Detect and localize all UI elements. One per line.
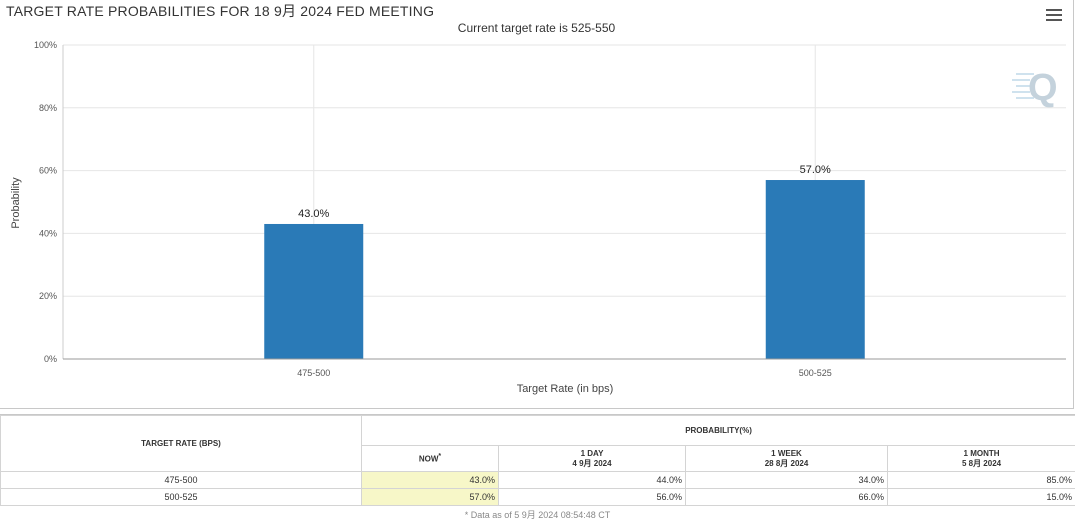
row-1-week-value: 34.0% bbox=[686, 472, 888, 489]
y-tick-label: 0% bbox=[44, 354, 57, 364]
header-now-mark: * bbox=[438, 453, 441, 460]
header-1-week-label: 1 WEEK bbox=[771, 449, 802, 458]
y-tick-label: 80% bbox=[39, 103, 57, 113]
row-1-day-value: 56.0% bbox=[499, 489, 686, 506]
bar-data-label: 43.0% bbox=[298, 208, 329, 220]
y-tick-label: 100% bbox=[34, 40, 57, 50]
header-now-label: NOW bbox=[419, 455, 439, 464]
y-axis-title: Probability bbox=[10, 177, 22, 229]
table-row: 500-525 57.0% 56.0% 66.0% 15.0% bbox=[1, 489, 1075, 506]
header-now: NOW* bbox=[362, 446, 499, 472]
q-logo-icon: Q bbox=[1012, 67, 1058, 109]
table-row: 475-500 43.0% 44.0% 34.0% 85.0% bbox=[1, 472, 1075, 489]
data-timestamp-footnote: * Data as of 5 9月 2024 08:54:48 CT bbox=[0, 506, 1075, 521]
row-target-rate: 500-525 bbox=[1, 489, 362, 506]
bar-data-label: 57.0% bbox=[800, 164, 831, 176]
header-1-day-label: 1 DAY bbox=[581, 449, 604, 458]
x-axis-title: Target Rate (in bps) bbox=[517, 383, 614, 395]
probability-table: TARGET RATE (BPS) PROBABILITY(%) NOW* 1 … bbox=[0, 415, 1075, 506]
probability-table-panel: TARGET RATE (BPS) PROBABILITY(%) NOW* 1 … bbox=[0, 414, 1075, 522]
x-tick-label: 475-500 bbox=[297, 368, 330, 378]
header-1-month-label: 1 MONTH bbox=[964, 449, 1000, 458]
row-target-rate: 475-500 bbox=[1, 472, 362, 489]
y-tick-label: 20% bbox=[39, 291, 57, 301]
bar bbox=[264, 224, 363, 359]
header-target-rate: TARGET RATE (BPS) bbox=[1, 416, 362, 472]
row-now-value: 43.0% bbox=[362, 472, 499, 489]
header-1-day-date: 4 9月 2024 bbox=[572, 459, 611, 468]
svg-text:Q: Q bbox=[1028, 67, 1058, 109]
x-tick-label: 500-525 bbox=[799, 368, 832, 378]
row-now-value: 57.0% bbox=[362, 489, 499, 506]
bar bbox=[766, 180, 865, 359]
row-1-day-value: 44.0% bbox=[499, 472, 686, 489]
y-tick-label: 60% bbox=[39, 166, 57, 176]
header-probability: PROBABILITY(%) bbox=[362, 416, 1075, 446]
row-1-month-value: 15.0% bbox=[888, 489, 1075, 506]
chart-panel: TARGET RATE PROBABILITIES FOR 18 9月 2024… bbox=[0, 0, 1074, 409]
header-1-week-date: 28 8月 2024 bbox=[765, 459, 809, 468]
header-1-month-date: 5 8月 2024 bbox=[962, 459, 1001, 468]
y-tick-label: 40% bbox=[39, 228, 57, 238]
row-1-week-value: 66.0% bbox=[686, 489, 888, 506]
row-1-month-value: 85.0% bbox=[888, 472, 1075, 489]
bar-chart: Q 43.0% 57.0% 0% 20% 40% 60% 80% 100% 475-500 50… bbox=[0, 0, 1073, 408]
